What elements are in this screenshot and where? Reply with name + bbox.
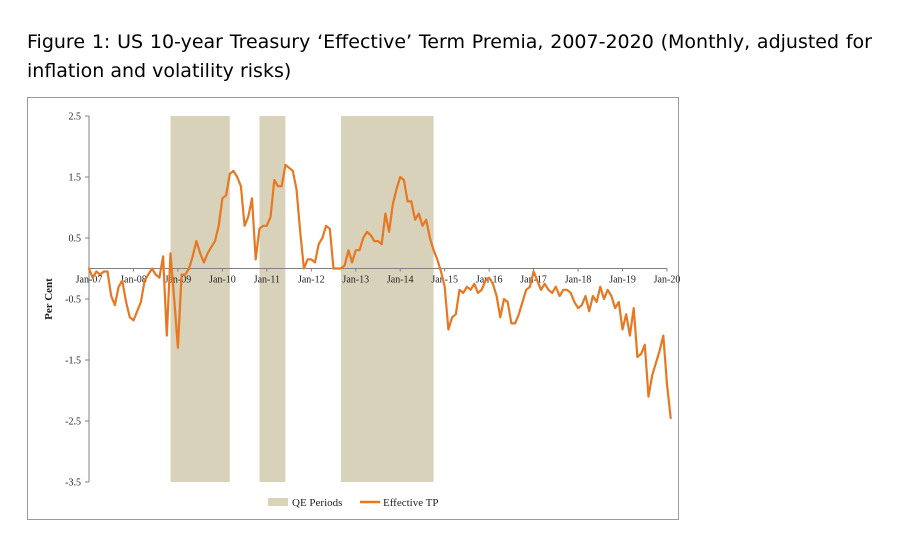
x-tick-label: Jan-17	[520, 275, 547, 286]
x-tick-label: Jan-12	[298, 275, 325, 286]
legend-swatch-qe-periods	[268, 498, 288, 506]
x-tick-label: Jan-19	[609, 275, 636, 286]
y-tick-label: -2.5	[65, 417, 81, 428]
x-tick-label: Jan-20	[654, 275, 680, 286]
x-tick-label: Jan-13	[342, 275, 369, 286]
x-tick-label: Jan-14	[387, 275, 414, 286]
term-premia-chart: 2.5 1.5 0.5 -0.5 -1.5 -2.5 -3.5 Jan-07 Jan-08 Jan…	[43, 112, 680, 510]
x-tick-label: Jan-15	[431, 275, 458, 286]
y-tick-label: -3.5	[65, 478, 81, 489]
x-tick-label: Jan-10	[209, 275, 236, 286]
legend-label-effective-tp: Effective TP	[383, 497, 439, 509]
figure-title: Figure 1: US 10-year Treasury ‘Effective…	[27, 31, 872, 82]
qe-band-3	[340, 116, 434, 482]
y-tick-label: 1.5	[69, 173, 82, 184]
y-tick-label: 0.5	[69, 234, 82, 245]
legend-label-qe-periods: QE Periods	[292, 497, 342, 509]
y-axis-title: Per Cent	[43, 278, 55, 320]
x-tick-label: Jan-18	[565, 275, 592, 286]
x-tick-label: Jan-09	[165, 275, 192, 286]
x-tick-label: Jan-07	[76, 275, 103, 286]
y-tick-label: 2.5	[69, 112, 82, 123]
series-effective-tp-line	[87, 163, 672, 420]
x-tick-label: Jan-08	[120, 275, 147, 286]
chart-frame: 2.5 1.5 0.5 -0.5 -1.5 -2.5 -3.5 Jan-07 Jan-08 Jan…	[27, 97, 680, 520]
y-tick-label: -0.5	[65, 295, 81, 306]
x-tick-label: Jan-16	[476, 275, 503, 286]
x-tick-label: Jan-11	[254, 275, 280, 286]
y-tick-label: -1.5	[65, 356, 81, 367]
qe-band-2	[259, 116, 286, 482]
